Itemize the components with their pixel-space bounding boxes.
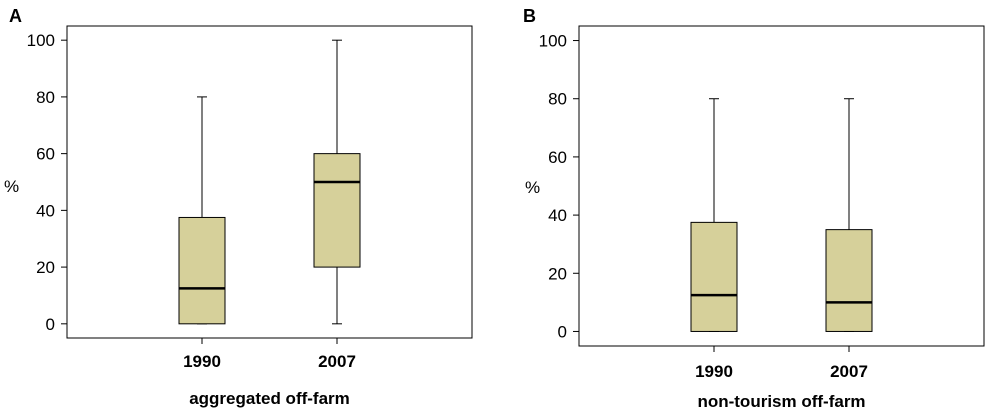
x-axis-title: non-tourism off-farm — [697, 392, 865, 411]
iqr-box — [313, 153, 361, 268]
iqr-box — [690, 221, 738, 332]
y-tick-label: 0 — [46, 315, 55, 334]
iqr-box — [825, 229, 873, 332]
y-tick-label: 60 — [36, 145, 55, 164]
y-tick-label: 0 — [558, 322, 567, 341]
panel-b: B 0 20 40 60 80 100% 1990 2007 non-tourism off-fa… — [523, 6, 985, 411]
y-tick-label: 100 — [539, 32, 567, 51]
panel-letter: A — [9, 6, 22, 26]
box-1990 — [178, 96, 226, 325]
y-tick-label: 100 — [27, 31, 55, 50]
iqr-box — [178, 216, 226, 325]
y-tick-label: 20 — [36, 258, 55, 277]
plot-frame — [66, 25, 473, 339]
category-label: 1990 — [183, 352, 221, 371]
x-axis-title: aggregated off-farm — [189, 389, 350, 408]
category-label: 1990 — [695, 362, 733, 381]
box-2007 — [825, 98, 873, 332]
y-tick-label: 40 — [548, 206, 567, 225]
y-tick-label: 60 — [548, 148, 567, 167]
y-axis-label: % — [525, 178, 540, 197]
y-tick-label: 80 — [36, 88, 55, 107]
y-tick-label: 20 — [548, 264, 567, 283]
box-2007 — [313, 39, 361, 325]
panel-a: A 0 20 40 60 80 100% 1990 2007 aggregated off-far… — [4, 6, 473, 408]
category-label: 2007 — [318, 352, 356, 371]
plot-frame — [578, 25, 985, 347]
y-tick-label: 80 — [548, 90, 567, 109]
y-tick-label: 40 — [36, 201, 55, 220]
y-axis-label: % — [4, 177, 19, 196]
panel-letter: B — [523, 6, 536, 26]
box-1990 — [690, 98, 738, 332]
category-label: 2007 — [830, 362, 868, 381]
